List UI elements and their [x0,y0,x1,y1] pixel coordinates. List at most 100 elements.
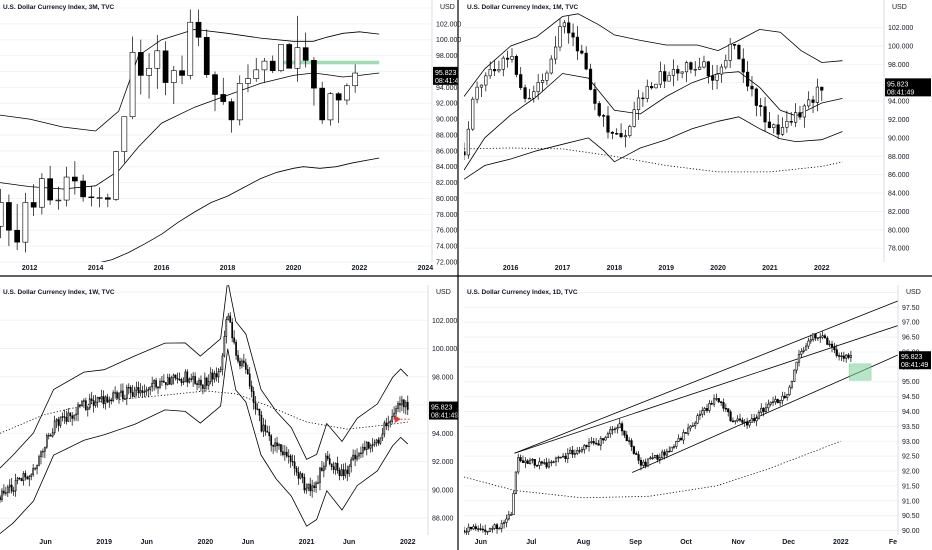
candle-body [644,461,647,467]
candle [559,456,562,459]
candle-body [146,67,152,76]
candle-body [223,336,226,357]
candle-body [219,369,222,372]
candle-body [203,37,210,75]
chart-panel-1w[interactable]: 102.000100.00098.00096.00094.00092.00090… [0,281,458,546]
candle [772,123,776,134]
candle-body [540,461,543,464]
candle [192,372,194,387]
candle [696,413,699,425]
candle [233,330,235,345]
x-tick-label: 2020 [286,265,302,272]
candle [120,383,122,398]
candle-body [269,60,276,71]
candle-body [170,377,173,385]
candle-body [719,66,724,75]
candle [746,61,750,92]
candle-body [229,315,232,323]
candle [403,398,405,414]
candle-body [401,399,403,406]
candle [369,443,372,453]
candle [198,377,200,389]
candle-body [754,88,758,106]
candle [519,67,523,90]
candle [776,114,780,140]
candle-body [350,459,353,467]
candle-body [5,492,7,494]
upper-band [464,13,843,97]
candle-body [377,439,380,444]
candle-body [340,469,343,476]
candle-body [748,421,751,426]
candle [385,417,388,431]
candle-body [280,444,282,452]
candle-body [14,480,17,492]
candle-body [811,99,815,103]
candle [737,43,741,60]
candle [549,55,553,75]
candle [711,65,715,90]
candle [80,174,86,202]
candle-body [533,459,536,466]
candle-body [491,528,494,530]
x-axis: Jun Jul Aug Sep Oct Nov Dec 2022 Fe [475,539,898,546]
candle-body [381,433,384,439]
candle [377,437,380,446]
candle [170,65,177,105]
candle [833,342,836,354]
candle-body [479,528,482,530]
candle-body [118,392,120,399]
candle-body [571,32,575,38]
candle-body [779,400,782,404]
candle [321,461,323,472]
candle-body [352,454,354,461]
candle [307,483,310,492]
candle-body [760,407,763,413]
candle [682,429,685,445]
candle [8,479,11,494]
candle-body [287,455,290,458]
candle [63,409,66,424]
candle [280,444,282,456]
candle-body [155,380,157,388]
y-tick-label: 94.000 [432,431,454,438]
candle [710,400,713,405]
candle [677,434,680,443]
candle-body [317,482,319,484]
candle-body [159,381,161,388]
candle [593,82,597,111]
long-moving-average [0,390,408,434]
candle [303,473,306,494]
candle-body [632,109,636,127]
x-tick-label: 2016 [154,265,170,272]
y-tick-label: 91.00 [902,498,920,505]
candle [186,369,189,388]
candle [786,394,789,401]
candle-body [352,72,359,87]
candle [590,437,593,445]
candle [630,438,633,451]
price-label-value: 95.823 [887,81,909,88]
candle [213,370,216,383]
chart-panel-1d[interactable]: 97.5097.0096.5096.0095.5095.0094.5094.00… [463,289,931,546]
candle-body [47,434,50,437]
candle-body [524,460,527,463]
candle [519,454,522,463]
candle [274,438,276,452]
chart-panel-3m[interactable]: 102.000100.00098.00096.00094.00092.00090… [0,4,462,272]
x-tick-label: 2024 [418,265,434,272]
candle-body [552,461,555,463]
candle-body [562,22,566,27]
y-tick-label: 94.00 [902,409,920,416]
candle [755,414,758,427]
candle [759,98,763,117]
candle-body [188,378,191,383]
candle [34,466,36,471]
candle [658,61,662,88]
chart-panel-1m[interactable]: 102.000100.00098.00096.00094.00092.00090… [463,4,931,272]
y-tick-label: 93.50 [902,424,920,431]
y-tick-label: 98.000 [888,62,910,69]
candle-body [588,68,593,90]
candle [532,85,536,103]
candle [98,396,101,403]
